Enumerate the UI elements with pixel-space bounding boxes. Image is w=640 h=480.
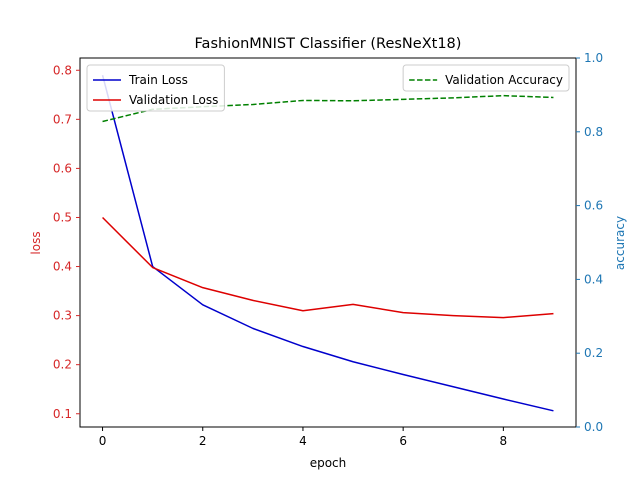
y-right-tick-label: 1.0	[584, 51, 603, 65]
y-left-tick-label: 0.5	[53, 210, 72, 224]
y-left-tick-label: 0.3	[53, 309, 72, 323]
y-left-tick-label: 0.6	[53, 161, 72, 175]
plot-frame	[79, 57, 577, 428]
y-right-axis-title: accuracy	[613, 216, 627, 270]
y-right-tick-label: 0.4	[584, 272, 603, 286]
y-right-tick-label: 0.8	[584, 125, 603, 139]
x-tick-label: 8	[500, 434, 508, 448]
legend-label: Validation Loss	[129, 93, 218, 107]
legend-label: Validation Accuracy	[445, 73, 563, 87]
x-axis-title: epoch	[310, 456, 347, 470]
x-tick-label: 0	[99, 434, 107, 448]
legend-right-box	[402, 64, 570, 92]
y-left-tick-label: 0.2	[53, 358, 72, 372]
y-right-tick-label: 0.0	[584, 420, 603, 434]
y-left-tick-label: 0.8	[53, 63, 72, 77]
series-line-validation-loss	[102, 216, 554, 319]
series-line-train-loss	[101, 74, 554, 412]
y-left-tick-label: 0.1	[53, 407, 72, 421]
x-tick-label: 4	[299, 434, 307, 448]
legend-left: Train Loss Validation Loss	[86, 64, 225, 112]
x-tick-label: 6	[399, 434, 407, 448]
y-left-axis-title: loss	[29, 231, 43, 254]
y-right-tick-label: 0.2	[584, 346, 603, 360]
legend-left-box	[86, 64, 225, 112]
x-tick-label: 2	[199, 434, 207, 448]
y-right-tick-label: 0.6	[584, 199, 603, 213]
legend-right: Validation Accuracy	[402, 64, 570, 92]
chart-title: FashionMNIST Classifier (ResNeXt18)	[195, 36, 462, 52]
y-left-tick-label: 0.4	[53, 260, 72, 274]
y-left-tick-label: 0.7	[53, 112, 72, 126]
legend-label: Train Loss	[128, 73, 188, 87]
